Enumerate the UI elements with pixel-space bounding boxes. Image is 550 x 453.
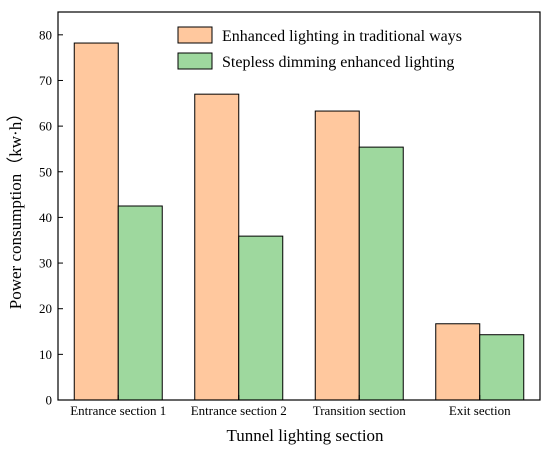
- bar-stepless-2: [238, 235, 284, 401]
- y-tick-label: 0: [46, 393, 53, 408]
- x-tick-label: Entrance section 1: [70, 403, 166, 418]
- bar-traditional-2: [194, 93, 240, 401]
- legend-swatch-stepless: [177, 52, 213, 70]
- bar-stepless-4: [479, 334, 525, 401]
- legend-label-traditional: Enhanced lighting in traditional ways: [222, 28, 462, 45]
- ticks-layer: 0 10 20 30 40 50 60 70 80 Entrance section 1 Entra…: [39, 27, 511, 418]
- x-tick-label: Transition section: [313, 403, 407, 418]
- bars-layer: [73, 42, 525, 401]
- y-tick-label: 30: [39, 256, 52, 271]
- bar-traditional-4: [435, 323, 481, 401]
- x-axis-title: Tunnel lighting section: [226, 426, 384, 445]
- legend-label-stepless: Stepless dimming enhanced lighting: [222, 54, 454, 71]
- x-tick-label: Entrance section 2: [191, 403, 287, 418]
- legend-swatch-traditional: [177, 26, 213, 44]
- bar-traditional-1: [73, 42, 119, 401]
- plot-frame: [57, 11, 541, 401]
- bar-traditional-3: [314, 110, 360, 401]
- legend: Enhanced lighting in traditional ways St…: [177, 26, 462, 71]
- y-axis-title: Power consumption（kw·h）: [6, 105, 25, 309]
- axes-layer: [57, 11, 541, 401]
- x-tick-label: Exit section: [449, 403, 511, 418]
- y-tick-label: 20: [39, 301, 52, 316]
- bar-stepless-3: [358, 146, 404, 401]
- y-tick-label: 60: [39, 119, 52, 134]
- y-tick-label: 80: [39, 27, 52, 42]
- y-tick-label: 70: [39, 73, 52, 88]
- y-tick-label: 50: [39, 164, 52, 179]
- y-tick-label: 10: [39, 347, 52, 362]
- bar-stepless-1: [117, 205, 163, 401]
- y-tick-label: 40: [39, 210, 52, 225]
